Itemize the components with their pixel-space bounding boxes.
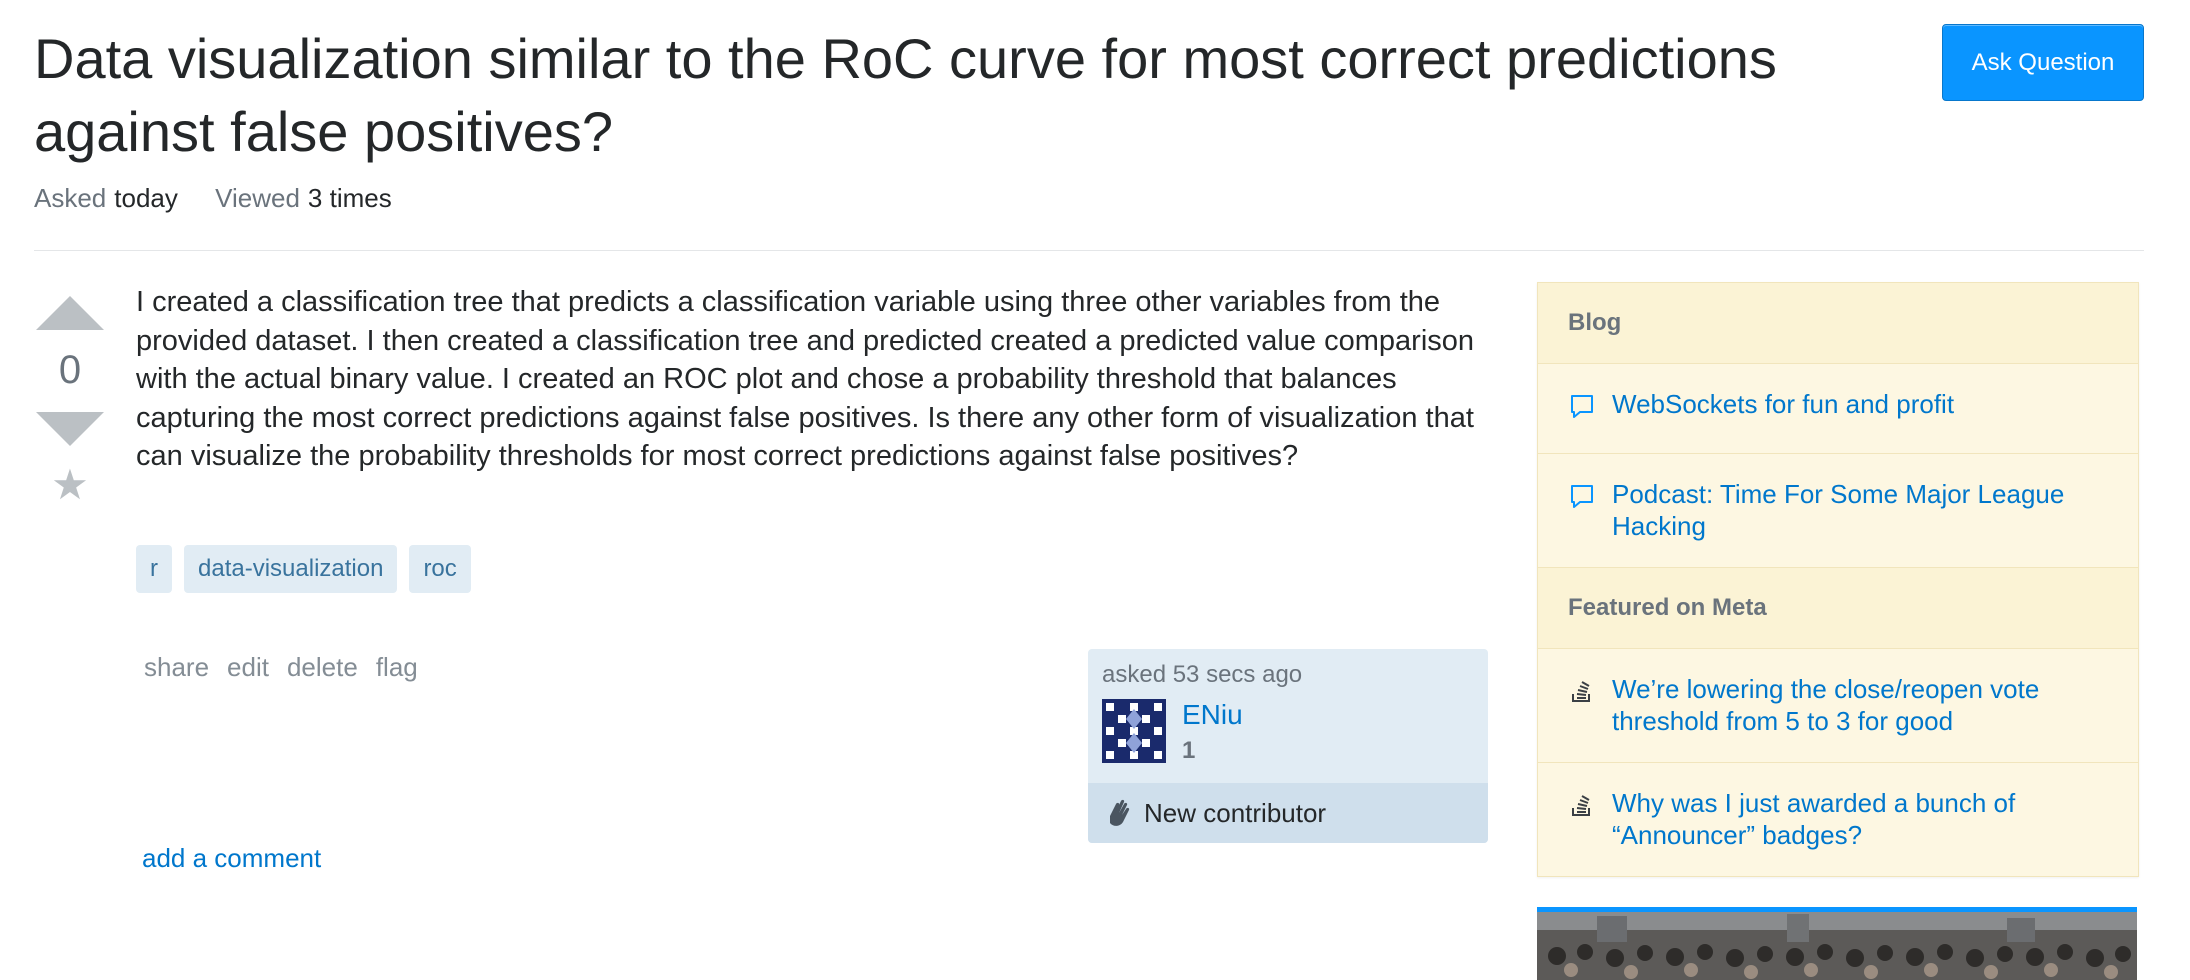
delete-link[interactable]: delete <box>286 652 358 682</box>
tag-list: r data-visualization roc <box>136 545 471 593</box>
add-comment-link[interactable]: add a comment <box>142 843 322 873</box>
meta-item[interactable]: Why was I just awarded a bunch of “Annou… <box>1538 763 2138 876</box>
speech-bubble-icon <box>1571 395 1593 418</box>
reputation-score: 1 <box>1182 737 1196 764</box>
new-contributor-label: New contributor <box>1144 797 1327 828</box>
blog-item[interactable]: Podcast: Time For Some Major League Hack… <box>1538 454 2138 568</box>
owner-card: asked 53 secs ago ENiu 1 New contributor <box>1088 649 1488 843</box>
tag-roc[interactable]: roc <box>409 545 471 593</box>
ask-question-button[interactable]: Ask Question <box>1942 24 2144 101</box>
asked-label: Asked <box>34 183 107 213</box>
avatar[interactable] <box>1102 699 1166 763</box>
page-title: Data visualization similar to the RoC cu… <box>34 27 1777 163</box>
owner-name-link[interactable]: ENiu <box>1182 699 1243 730</box>
question-body: I created a classification tree that pre… <box>136 286 1475 472</box>
featured-meta-heading: Featured on Meta <box>1538 568 2138 649</box>
meta-item-label: Why was I just awarded a bunch of “Annou… <box>1612 788 2016 850</box>
downvote-icon[interactable] <box>36 412 104 446</box>
meta-item-label: We’re lowering the close/reopen vote thr… <box>1612 674 2040 736</box>
meta-item[interactable]: We’re lowering the close/reopen vote thr… <box>1538 649 2138 763</box>
blog-item-label: Podcast: Time For Some Major League Hack… <box>1612 479 2065 541</box>
speech-bubble-icon <box>1571 485 1593 508</box>
tag-data-visualization[interactable]: data-visualization <box>184 545 398 593</box>
edit-link[interactable]: edit <box>227 652 269 682</box>
vote-cell: 0 ★ <box>34 296 106 506</box>
upvote-icon[interactable] <box>36 296 104 330</box>
divider <box>34 250 2144 251</box>
tag-r[interactable]: r <box>136 545 172 593</box>
asked-value: today <box>114 183 178 213</box>
blog-item[interactable]: WebSockets for fun and profit <box>1538 364 2138 454</box>
question-meta: Asked today Viewed 3 times <box>34 183 422 214</box>
viewed-label: Viewed <box>215 183 300 213</box>
flag-link[interactable]: flag <box>375 652 418 682</box>
share-link[interactable]: share <box>144 652 210 682</box>
post-menu: share edit delete flag <box>144 652 418 683</box>
favorite-star-icon[interactable]: ★ <box>51 461 89 508</box>
vote-count: 0 <box>58 348 82 392</box>
stack-exchange-icon <box>1572 795 1590 816</box>
blog-heading: Blog <box>1538 283 2138 364</box>
asked-time: asked 53 secs ago <box>1102 661 1303 688</box>
viewed-value: 3 times <box>307 183 392 213</box>
promo-banner-image[interactable] <box>1537 907 2137 980</box>
sidebar-widget: Blog WebSockets for fun and profit Podca… <box>1537 282 2139 877</box>
question-header: Data visualization similar to the RoC cu… <box>34 22 2144 168</box>
waving-hand-icon <box>1110 799 1130 826</box>
blog-item-label: WebSockets for fun and profit <box>1612 389 1955 419</box>
crowd-photo <box>1537 912 2137 980</box>
stack-exchange-icon <box>1572 681 1590 702</box>
new-contributor-badge: New contributor <box>1088 783 1488 843</box>
